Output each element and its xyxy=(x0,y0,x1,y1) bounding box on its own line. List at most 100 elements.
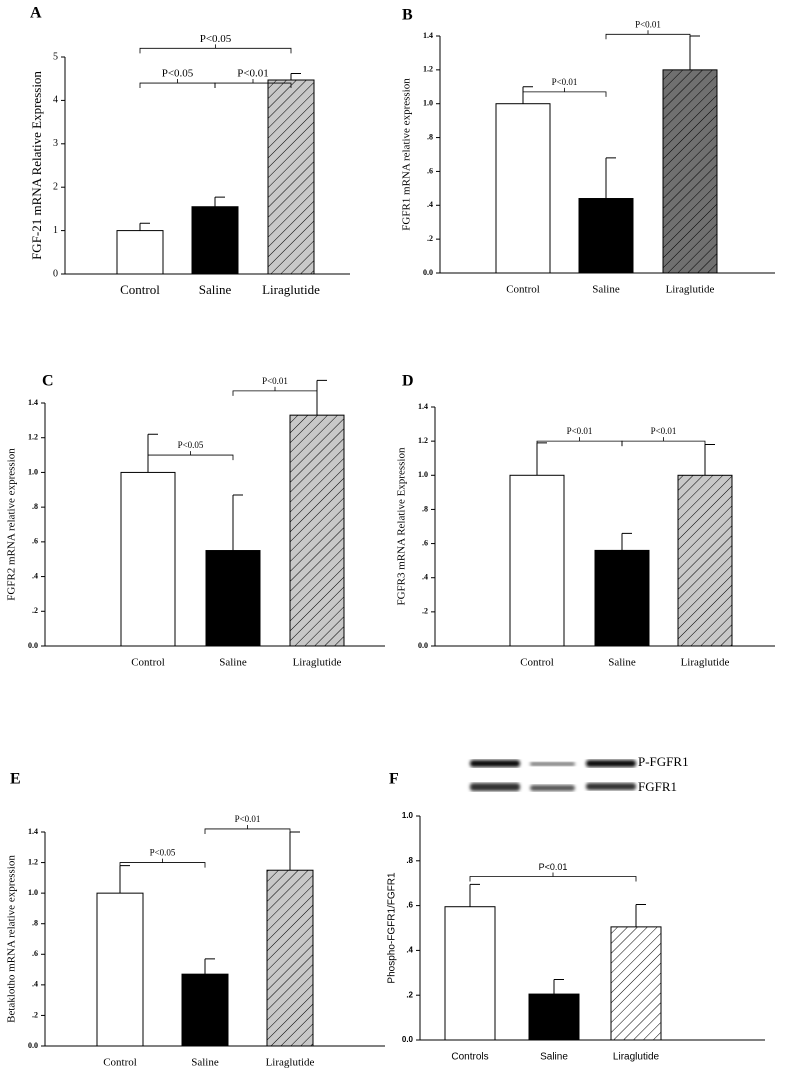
bar xyxy=(267,79,315,275)
error-bar xyxy=(536,442,547,476)
significance-label: P<0.01 xyxy=(567,426,593,436)
y-axis-label: FGFR1 mRNA relative expression xyxy=(401,78,413,231)
bar xyxy=(509,474,565,647)
significance-label: P<0.01 xyxy=(237,68,269,80)
y-tick-label: .6 xyxy=(32,949,38,958)
y-tick-label: 1.4 xyxy=(28,827,38,836)
y-tick-label: 0.0 xyxy=(418,641,428,650)
x-tick-label: Liraglutide xyxy=(293,657,342,669)
significance-label: P<0.01 xyxy=(262,376,288,386)
significance-bracket xyxy=(232,386,318,396)
significance-label: P<0.05 xyxy=(150,848,176,858)
y-tick-label: 5 xyxy=(53,51,58,62)
y-tick-label: 1 xyxy=(53,225,58,236)
bar xyxy=(528,993,580,1041)
y-tick-label: .2 xyxy=(406,990,413,999)
error-bar xyxy=(139,222,150,231)
y-tick-label: .4 xyxy=(406,946,413,955)
y-tick-label: 1.2 xyxy=(423,65,433,74)
panel: F Phospho-FGFR1/FGFR1 0.0 .2 .4 .6 .8 1.0 Contro… xyxy=(387,771,765,1063)
y-tick-label: .4 xyxy=(422,573,428,582)
y-axis-label: FGFR2 mRNA relative expression xyxy=(6,448,18,601)
significance-label: P<0.01 xyxy=(552,77,578,87)
x-tick-label: Control xyxy=(520,657,554,669)
y-tick-label: 1.0 xyxy=(28,467,38,476)
y-tick-label: 1.0 xyxy=(402,811,414,820)
blot-label: FGFR1 xyxy=(638,779,677,794)
panel-label: A xyxy=(30,5,42,22)
error-bar xyxy=(232,494,243,551)
y-tick-label: .4 xyxy=(32,980,38,989)
bar xyxy=(289,414,345,647)
x-tick-label: Control xyxy=(120,282,160,297)
bar xyxy=(205,550,261,647)
bar xyxy=(266,869,314,1047)
significance-label: P<0.05 xyxy=(200,33,232,45)
panel: B FGFR1 mRNA relative expression 0.0 .2 .4 .6… xyxy=(401,7,775,296)
x-tick-label: Saline xyxy=(608,657,636,669)
x-tick-label: Saline xyxy=(219,657,247,669)
x-tick-label: Saline xyxy=(540,1052,568,1063)
error-bar xyxy=(204,958,215,975)
y-tick-label: 2 xyxy=(53,181,58,192)
error-bar xyxy=(689,35,700,70)
error-bar xyxy=(316,379,327,416)
bar xyxy=(116,230,164,275)
bar xyxy=(96,892,144,1047)
y-tick-label: 1.4 xyxy=(423,31,433,40)
western-blot xyxy=(470,760,636,791)
x-tick-label: Liraglutide xyxy=(613,1052,660,1063)
y-tick-label: .8 xyxy=(32,502,38,511)
significance-label: P<0.01 xyxy=(651,426,677,436)
y-tick-label: .6 xyxy=(427,166,433,175)
x-tick-label: Control xyxy=(103,1057,137,1069)
y-tick-label: 1.2 xyxy=(28,433,38,442)
y-tick-label: .6 xyxy=(422,538,428,547)
error-bar xyxy=(147,433,158,473)
panel: A FGF-21 mRNA Relative Expression 0 1 2 3 4 5 Co… xyxy=(29,5,350,297)
panel-label: C xyxy=(42,373,54,390)
y-axis-label: FGF-21 mRNA Relative Expression xyxy=(29,71,44,260)
y-tick-label: 4 xyxy=(53,95,58,106)
x-tick-label: Control xyxy=(506,284,540,296)
y-tick-label: .6 xyxy=(32,537,38,546)
y-tick-label: .8 xyxy=(406,856,413,865)
error-bar xyxy=(214,196,225,207)
y-tick-label: .2 xyxy=(427,234,433,243)
significance-label: P<0.01 xyxy=(235,814,261,824)
bar xyxy=(444,906,496,1041)
bar xyxy=(610,926,662,1041)
blot-label: P-FGFR1 xyxy=(638,754,689,769)
y-axis-label: Betaklotho mRNA relative expression xyxy=(6,855,18,1023)
y-tick-label: 0.0 xyxy=(28,1041,38,1050)
error-bar xyxy=(635,903,646,927)
bar xyxy=(662,69,718,274)
y-tick-label: 1.0 xyxy=(423,99,433,108)
panel: C FGFR2 mRNA relative expression 0.0 .2 .4 .6… xyxy=(6,373,385,669)
y-tick-label: 1.4 xyxy=(418,402,428,411)
panel-label: F xyxy=(389,771,399,788)
y-tick-label: .2 xyxy=(32,606,38,615)
error-bar xyxy=(704,444,715,476)
y-tick-label: 1.0 xyxy=(28,888,38,897)
y-tick-label: .8 xyxy=(422,504,428,513)
bar xyxy=(120,471,176,647)
error-bar xyxy=(605,157,616,199)
y-tick-label: 0.0 xyxy=(402,1035,414,1044)
significance-label: P<0.05 xyxy=(162,68,194,80)
panel-label: B xyxy=(402,7,413,24)
significance-label: P<0.01 xyxy=(635,19,661,29)
bar xyxy=(495,103,551,274)
significance-bracket xyxy=(536,437,623,447)
y-tick-label: .4 xyxy=(32,571,38,580)
y-tick-label: 0 xyxy=(53,268,58,279)
x-tick-label: Liraglutide xyxy=(681,657,730,669)
x-tick-label: Controls xyxy=(451,1052,488,1063)
error-bar xyxy=(289,831,300,871)
significance-bracket xyxy=(522,87,607,97)
y-tick-label: .2 xyxy=(422,607,428,616)
bar xyxy=(181,973,229,1047)
panel-label: E xyxy=(10,771,21,788)
x-tick-label: Liraglutide xyxy=(266,1057,315,1069)
significance-bracket xyxy=(621,437,706,447)
